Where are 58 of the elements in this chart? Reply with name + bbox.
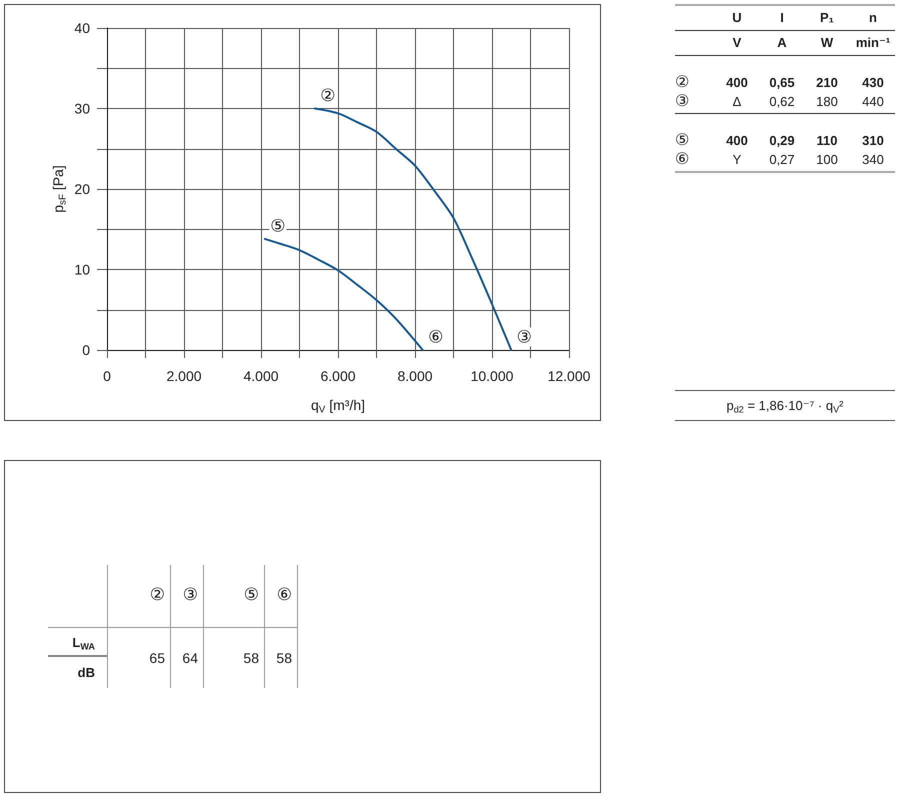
x-tick-label: 12.000 [548,368,591,384]
text: A [777,35,787,50]
text: 340 [862,152,884,167]
text: 0,65 [769,75,795,90]
category-label: ⑥ [675,151,690,168]
y-tick-label: 0 [82,342,90,358]
text: p$_{d2}$ = 1,86·10⁻⁷ · q$_{V}$² [675,390,895,421]
y-tick-label: 40 [74,20,90,36]
category-label: ② [675,74,690,91]
annotation: ⑥ [428,328,444,346]
text: 180 [816,94,838,109]
text: 110 [816,133,838,148]
text: 210 [816,75,838,90]
text: 58 [243,650,259,666]
category-label: I [779,9,785,27]
y-tick-label: 30 [74,100,90,116]
x-axis-title: q$_{V}$ [m³/h] [310,397,366,416]
text: 0,27 [769,152,795,167]
category-label: ⑥ [265,565,297,628]
text: 400 [726,75,748,90]
text: 430 [862,75,884,90]
text: 310 [862,133,884,148]
x-tick-label: 2.000 [166,368,202,384]
y-tick-label: 10 [74,262,90,278]
text: 0,62 [769,94,795,109]
category-label: P₁ [818,9,836,27]
text: V [732,35,742,50]
category-label: ③ [675,93,690,110]
text: 100 [816,152,838,167]
category-label: U [731,9,743,27]
text: 0,29 [769,133,795,148]
text: 400 [726,133,748,148]
text: W [820,35,834,50]
text: min⁻¹ [856,35,890,50]
text: 58 [276,650,292,666]
x-tick-label: 0 [103,368,112,384]
category-label: n [868,9,878,27]
line-series [264,238,424,351]
line-series [314,108,512,351]
text: 65 [149,650,165,666]
y-tick-label: 20 [74,181,90,197]
category-label: dB [78,665,95,680]
category-label: ⑤ [204,565,264,628]
category-label: ⑤ [675,132,690,149]
category-label: ② [108,565,170,628]
annotation: ⑤ [270,216,286,236]
text: 440 [862,94,884,109]
annotation: ③ [516,328,532,346]
x-tick-label: 6.000 [320,368,356,384]
x-tick-label: 4.000 [243,368,279,384]
annotation: ② [320,86,336,105]
text: Y [732,152,742,167]
text: Δ [732,94,742,109]
x-tick-label: 10.000 [470,368,514,384]
x-tick-label: 8.000 [397,368,433,384]
text: 64 [182,650,198,666]
category-label: ③ [171,565,203,628]
category-label: L$_{WA}$ [72,635,95,652]
